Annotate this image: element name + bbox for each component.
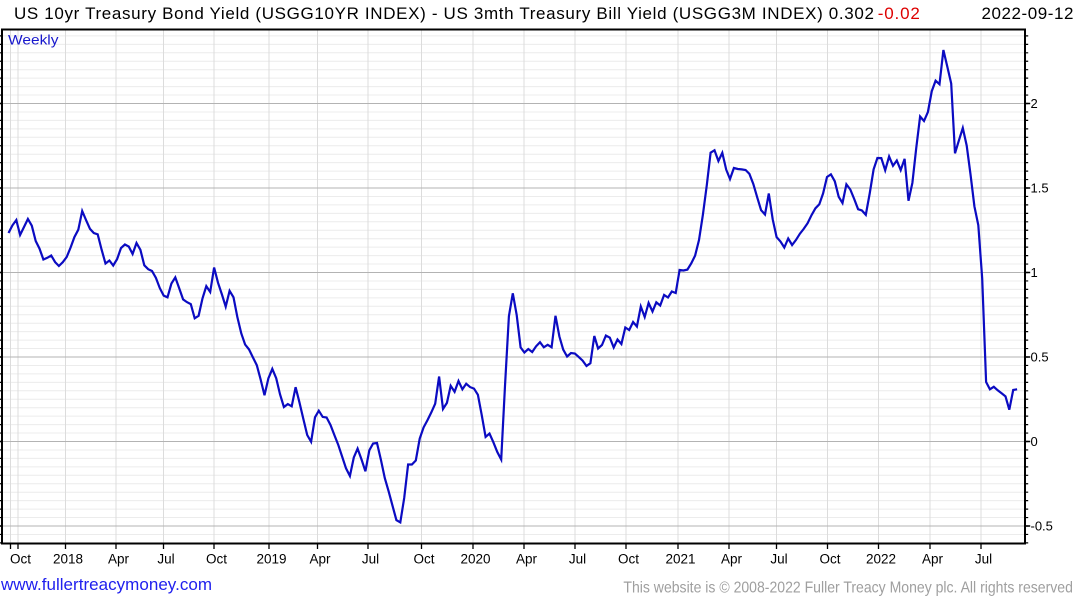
svg-text:Apr: Apr (108, 552, 130, 567)
svg-text:Jul: Jul (569, 552, 586, 567)
svg-text:2019: 2019 (256, 552, 286, 567)
svg-text:Jul: Jul (975, 552, 992, 567)
svg-text:Apr: Apr (922, 552, 944, 567)
svg-text:Oct: Oct (413, 552, 434, 567)
svg-text:0: 0 (1031, 434, 1038, 449)
svg-text:0.5: 0.5 (1031, 350, 1049, 365)
svg-text:2018: 2018 (53, 552, 83, 567)
svg-text:1: 1 (1031, 265, 1038, 280)
svg-text:1.5: 1.5 (1031, 181, 1049, 196)
svg-text:Oct: Oct (206, 552, 227, 567)
svg-text:Jul: Jul (770, 552, 787, 567)
svg-text:Oct: Oct (618, 552, 639, 567)
svg-text:2022: 2022 (866, 552, 896, 567)
svg-text:Jul: Jul (157, 552, 174, 567)
svg-text:2021: 2021 (665, 552, 695, 567)
svg-text:Apr: Apr (721, 552, 743, 567)
svg-text:Apr: Apr (516, 552, 538, 567)
svg-text:Oct: Oct (819, 552, 840, 567)
svg-text:This website is © 2008-2022 Fu: This website is © 2008-2022 Fuller Treac… (623, 579, 1073, 596)
svg-text:Apr: Apr (309, 552, 331, 567)
svg-text:US 10yr Treasury Bond Yield (U: US 10yr Treasury Bond Yield (USGG10YR IN… (14, 4, 874, 23)
svg-text:2022-09-12: 2022-09-12 (982, 4, 1074, 23)
svg-text:Oct: Oct (10, 552, 31, 567)
svg-text:2: 2 (1031, 96, 1038, 111)
svg-text:Jul: Jul (362, 552, 379, 567)
svg-text:-0.5: -0.5 (1031, 519, 1053, 534)
svg-text:www.fullertreacymoney.com: www.fullertreacymoney.com (0, 575, 212, 594)
svg-text:Weekly: Weekly (8, 32, 59, 47)
svg-text:-0.02: -0.02 (878, 4, 920, 23)
svg-text:2020: 2020 (460, 552, 490, 567)
